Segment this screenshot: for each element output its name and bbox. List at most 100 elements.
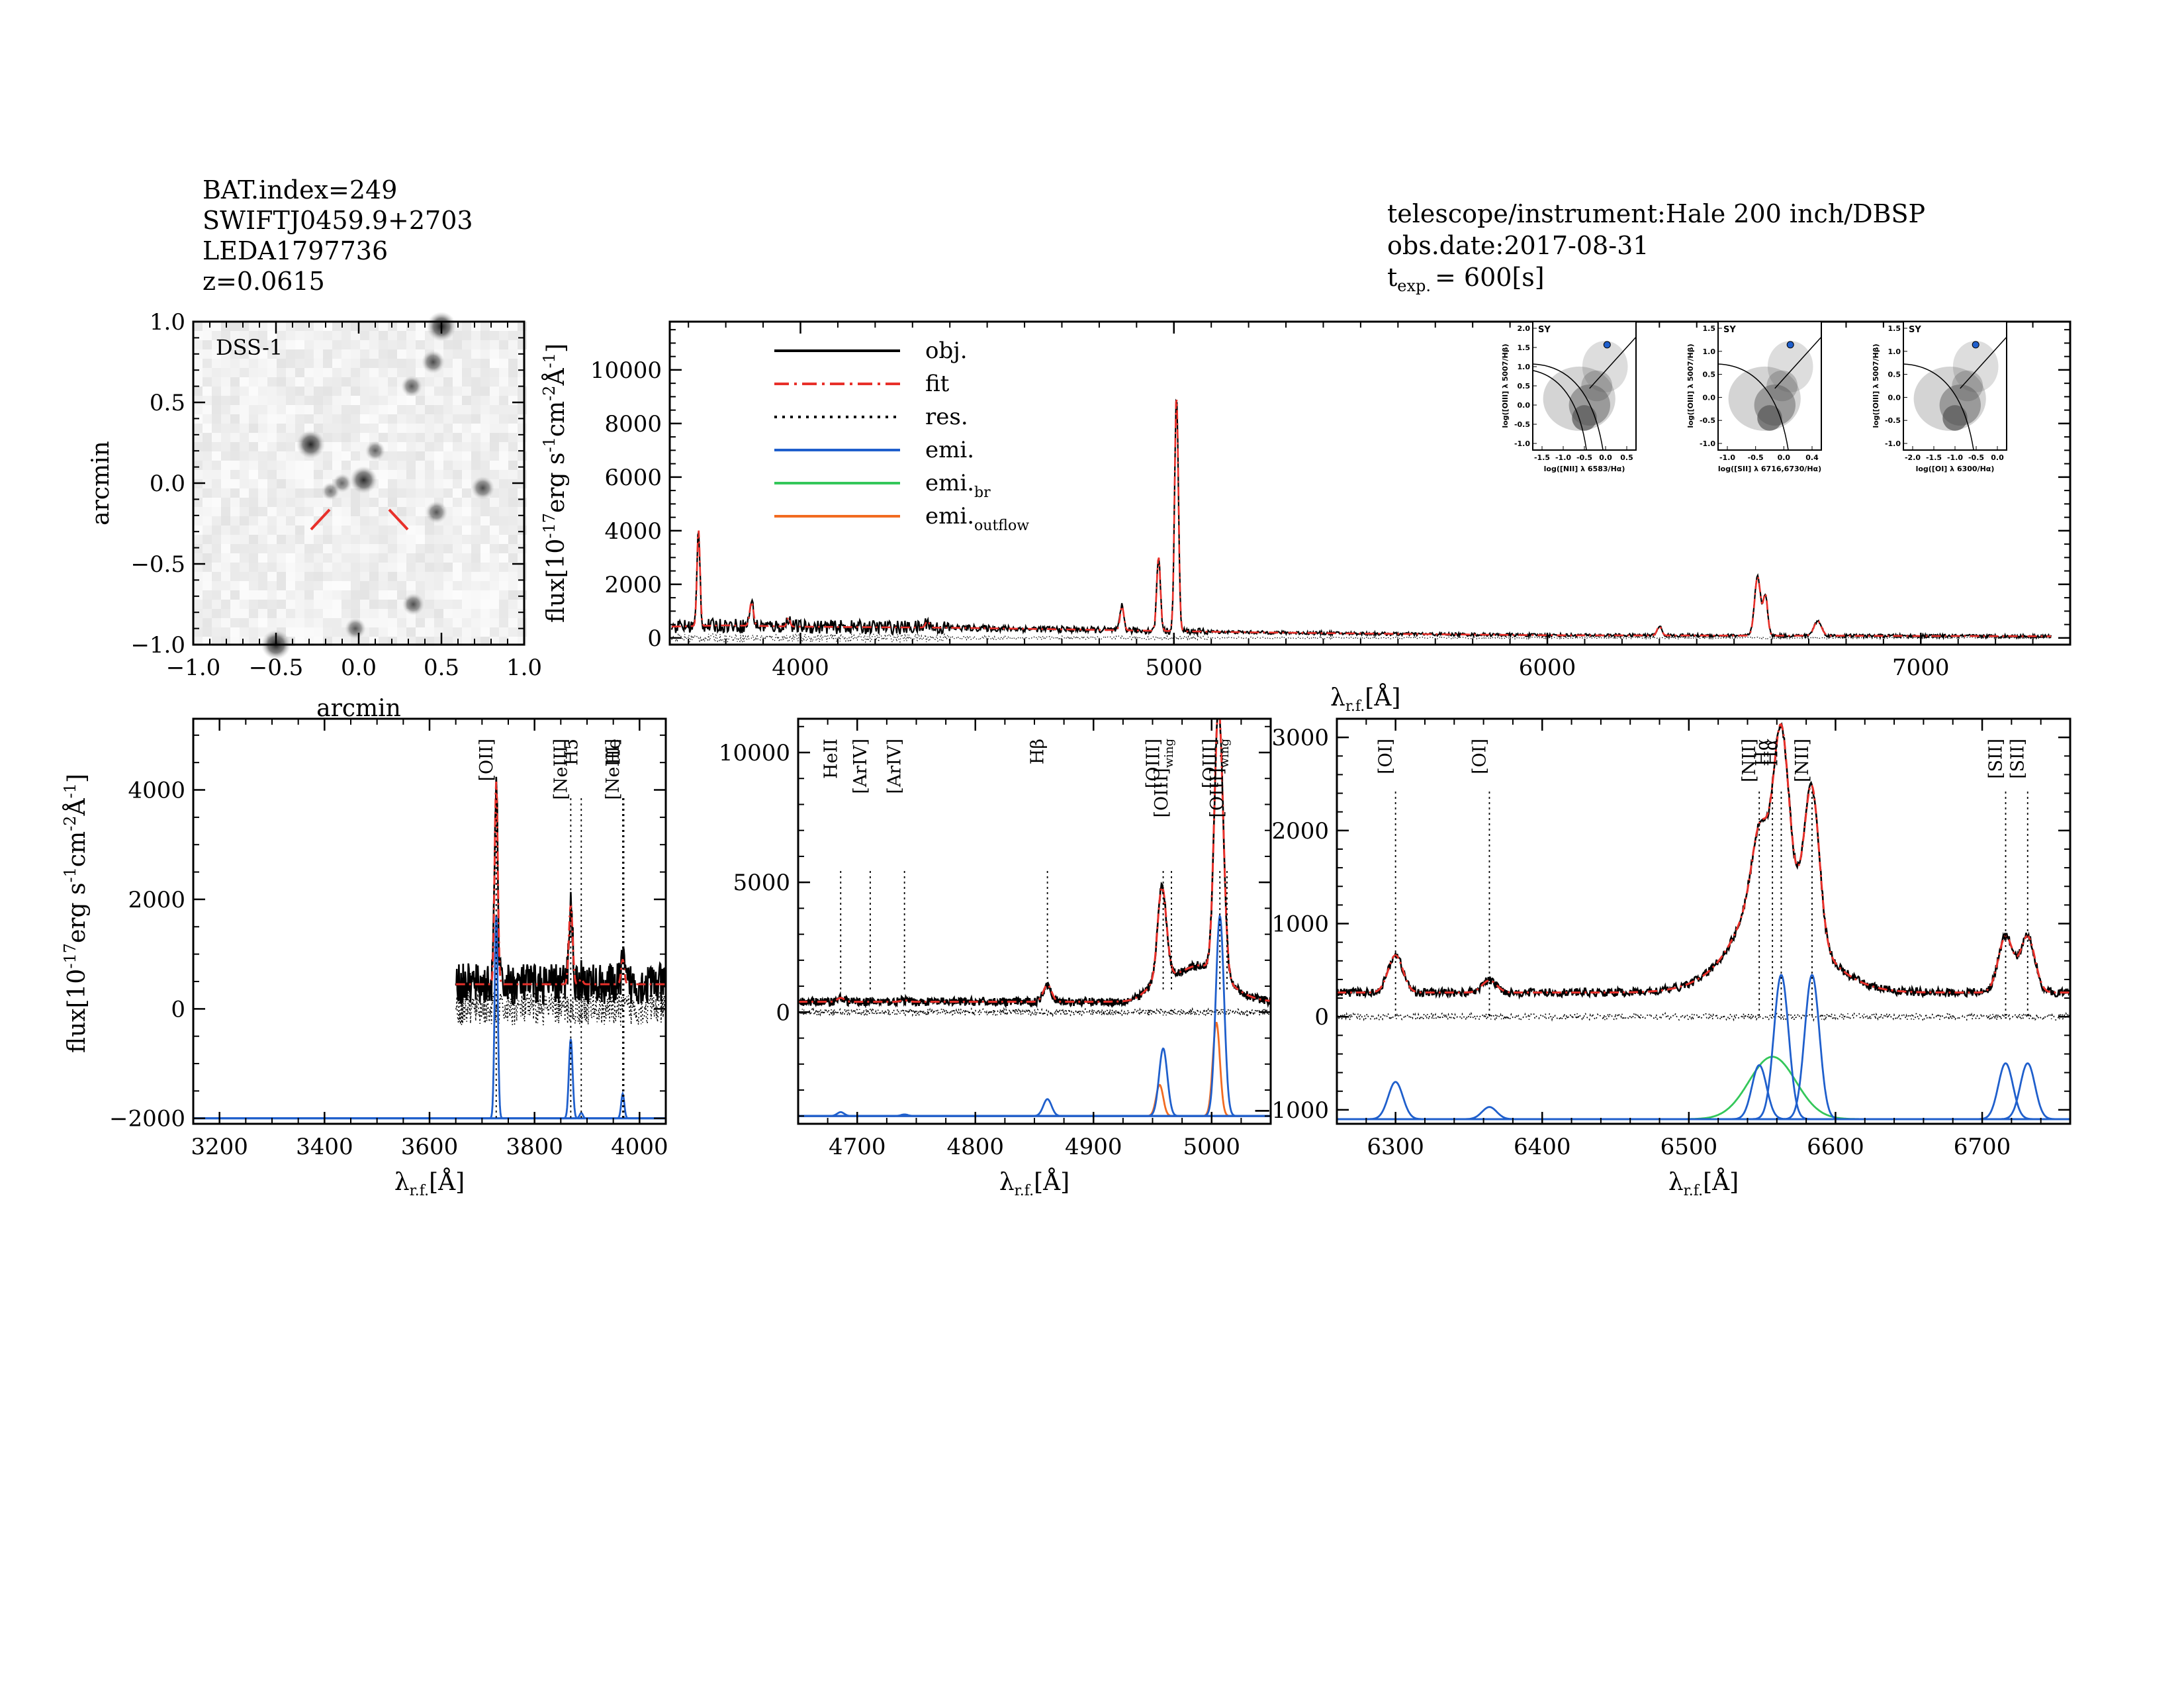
dss-pixel	[286, 526, 295, 535]
dss-pixel	[286, 377, 295, 387]
dss-pixel	[397, 340, 406, 349]
dss-pixel	[323, 340, 332, 349]
line-marker-label: H5	[561, 739, 582, 766]
line-marker-label: [NII]	[1739, 739, 1760, 782]
emi-component-line	[1337, 1062, 2070, 1120]
dss-pixel	[332, 359, 341, 368]
dss-pixel	[388, 377, 397, 387]
dss-pixel	[369, 544, 379, 553]
dss-pixel	[212, 349, 221, 359]
dss-pixel	[267, 535, 277, 544]
dss-pixel	[369, 600, 379, 609]
dss-pixel	[499, 470, 508, 479]
y-tick-label: −0.5	[130, 551, 185, 578]
lambda: λ	[394, 1169, 410, 1196]
dss-pixel	[453, 433, 462, 442]
line-marker-label: Hα	[1761, 739, 1782, 766]
dss-pixel	[369, 516, 379, 526]
dss-pixel	[434, 572, 443, 581]
dss-pixel	[230, 609, 240, 618]
dss-pixel	[490, 396, 499, 405]
dss-pixel	[286, 507, 295, 516]
dss-pixel	[471, 544, 480, 553]
dss-pixel	[230, 498, 240, 507]
bpt-x-tick-label: -1.5	[1926, 453, 1942, 462]
emi-component-line	[798, 913, 1271, 1117]
line-marker-label: [ArIV]	[885, 739, 905, 794]
emi-component-line	[1337, 1064, 2070, 1120]
dss-pixel	[462, 396, 471, 405]
dss-pixel	[193, 322, 203, 331]
dss-pixel	[471, 405, 480, 414]
dss-pixel	[193, 572, 203, 581]
header-obs-date: obs.date:2017-08-31	[1387, 231, 1649, 260]
legend-label-text: fit	[925, 371, 950, 397]
marker-label-text: [NII]	[1739, 739, 1760, 782]
bpt-seyfert-liner-line	[1960, 336, 2007, 389]
dss-pixel	[277, 544, 286, 553]
dss-pixel	[360, 340, 369, 349]
marker-label-text: [NeIII]	[551, 739, 571, 800]
marker-label-text: [OIII]	[1152, 768, 1172, 817]
dss-pixel	[304, 535, 314, 544]
dss-pixel	[499, 563, 508, 572]
dss-pixel	[480, 581, 490, 590]
dss-pixel	[314, 526, 323, 535]
dss-pixel	[453, 387, 462, 396]
x-tick-label: 3400	[296, 1134, 353, 1160]
bpt-ylabel: log([OIII] λ 5007/Hβ)	[1686, 343, 1695, 428]
dss-pixel	[277, 451, 286, 461]
dss-pixel	[416, 340, 425, 349]
br-component-line	[1337, 1056, 2070, 1120]
dss-pixel	[360, 368, 369, 377]
dss-pixel	[212, 442, 221, 451]
dss-pixel	[369, 581, 379, 590]
dss-pixel	[351, 451, 360, 461]
dss-pixel	[295, 609, 304, 618]
dss-pixel	[212, 507, 221, 516]
x-tick-label: 3600	[401, 1134, 459, 1160]
line-marker-label: [OI]	[1469, 739, 1490, 774]
dss-pixel	[508, 553, 518, 563]
dss-pixel	[480, 340, 490, 349]
dss-pixel	[434, 581, 443, 590]
dss-pixel	[508, 340, 518, 349]
dss-pixel	[258, 618, 267, 627]
dss-pixel	[277, 331, 286, 340]
dss-pixel	[193, 470, 203, 479]
dss-pixel	[304, 488, 314, 498]
bpt-x-tick-label: 0.0	[1991, 453, 2004, 462]
dss-pixel	[351, 405, 360, 414]
dss-pixel	[304, 627, 314, 637]
dss-pixel	[471, 322, 480, 331]
emi-component-line	[193, 1038, 666, 1120]
dss-pixel	[249, 359, 258, 368]
lambda-sub: r.f.	[1015, 1183, 1034, 1199]
bpt-diagrams: SY-1.5 -1.0 -0.5 0.0 0.52.01.51.00.50.0-0.5-…	[1501, 321, 2007, 473]
dss-pixel	[443, 553, 453, 563]
dss-pixel	[341, 368, 351, 377]
dss-pixel	[443, 572, 453, 581]
dss-pixel	[240, 544, 249, 553]
dss-pixel	[518, 340, 527, 349]
dss-pixel	[221, 359, 230, 368]
dss-pixel	[304, 470, 314, 479]
dss-pixel	[286, 609, 295, 618]
dss-pixel	[490, 507, 499, 516]
dss-pixel	[379, 572, 388, 581]
bpt-x-tick-label: -1.0	[1719, 453, 1735, 462]
dss-pixel	[240, 581, 249, 590]
dss-pixel	[351, 433, 360, 442]
dss-pixel	[490, 553, 499, 563]
dss-pixel	[416, 535, 425, 544]
dss-pixel	[518, 590, 527, 600]
dss-pixel	[286, 322, 295, 331]
x-tick-label: 6600	[1807, 1134, 1864, 1160]
dss-pixel	[314, 553, 323, 563]
legend-label-text: emi.	[925, 503, 974, 529]
dss-pixel	[230, 451, 240, 461]
dss-source	[296, 430, 326, 459]
line-marker-label: [ArIV]	[850, 739, 871, 794]
dss-pixel	[499, 479, 508, 488]
dss-pixel	[360, 526, 369, 535]
